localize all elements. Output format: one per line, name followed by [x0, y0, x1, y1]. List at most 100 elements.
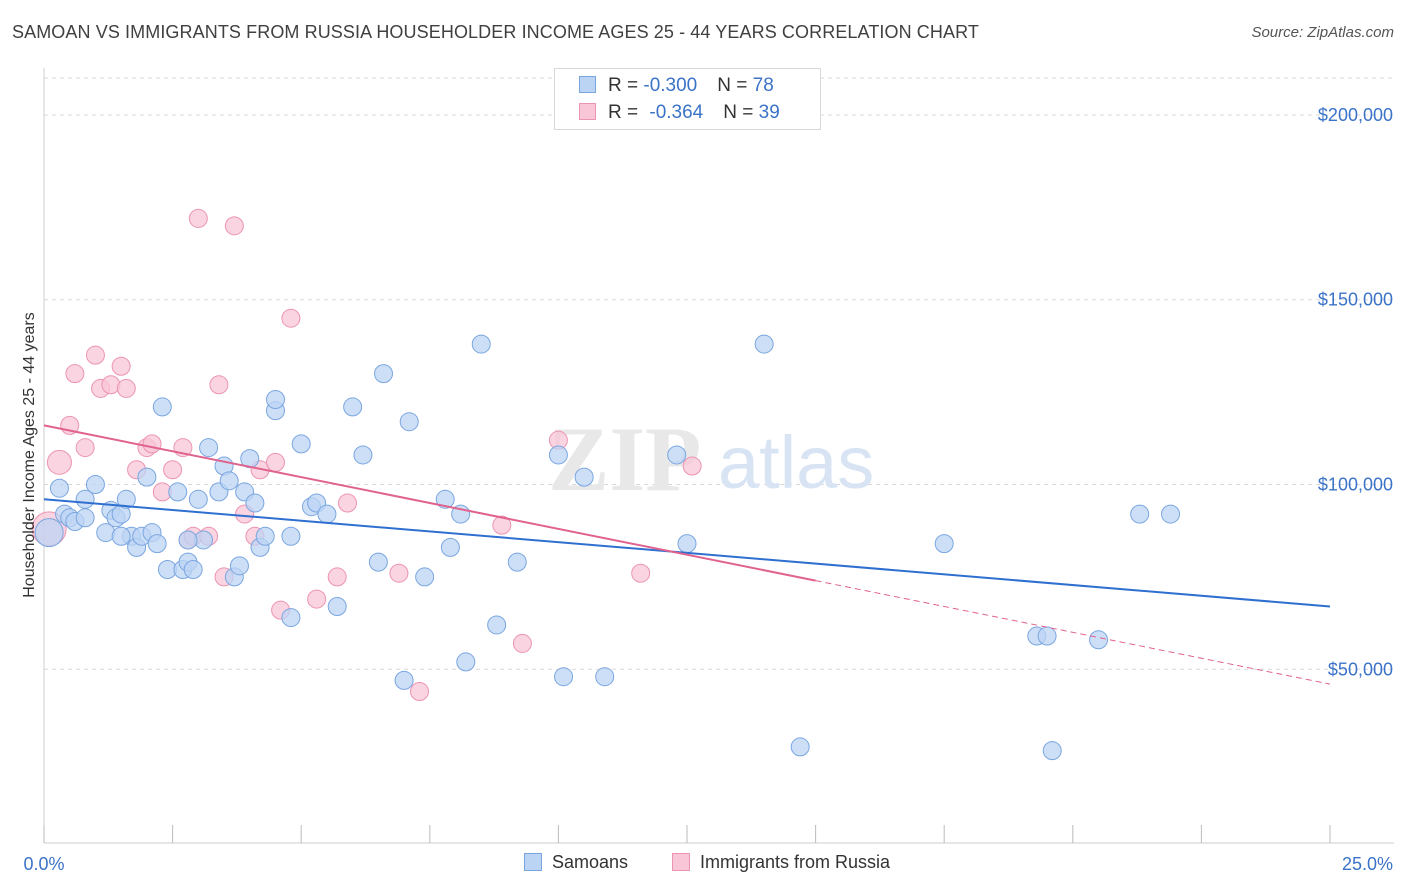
samoan-n-label: N = — [717, 75, 753, 96]
samoan-trend-line — [43, 498, 1331, 608]
y-tick-label: $100,000 — [1318, 475, 1393, 495]
samoan-point — [152, 397, 172, 417]
russia-point — [188, 208, 208, 228]
samoan-point — [49, 478, 69, 498]
samoan-point — [754, 334, 774, 354]
samoan-point — [343, 397, 363, 417]
legend-samoans-label: Samoans — [552, 852, 629, 872]
russia-point — [142, 434, 162, 454]
russia-point — [116, 378, 136, 398]
samoan-point — [1037, 626, 1057, 646]
y-tick-label: $150,000 — [1318, 290, 1393, 310]
samoan-point — [471, 334, 491, 354]
samoan-point — [116, 489, 136, 509]
samoan-point — [1161, 504, 1181, 524]
samoan-point — [245, 493, 265, 513]
samoan-point — [353, 445, 373, 465]
legend-russia-label: Immigrants from Russia — [700, 852, 891, 872]
russia-point — [327, 567, 347, 587]
samoan-point — [1042, 741, 1062, 761]
samoan-r-label: R = — [608, 75, 644, 96]
samoan-point — [137, 467, 157, 487]
samoan-point — [281, 608, 301, 628]
legend-item-russia: Immigrants from Russia — [672, 852, 890, 873]
samoan-point — [199, 438, 219, 458]
legend-item-samoans: Samoans — [524, 852, 628, 873]
chart-title: SAMOAN VS IMMIGRANTS FROM RUSSIA HOUSEHO… — [12, 22, 979, 42]
series-samoan-points — [34, 334, 1181, 761]
samoan-point — [291, 434, 311, 454]
legend-samoans-swatch — [524, 853, 542, 871]
samoan-point — [229, 556, 249, 576]
x-tick-label-end: 25.0% — [1342, 854, 1393, 874]
russia-r-label: R = — [608, 102, 644, 123]
russia-trend-line — [43, 424, 816, 582]
russia-point — [65, 364, 85, 384]
samoan-point — [255, 526, 275, 546]
russia-point — [410, 681, 430, 701]
samoan-point — [374, 364, 394, 384]
samoan-point — [111, 526, 131, 546]
y-tick-label: $50,000 — [1328, 659, 1393, 679]
samoan-point — [265, 390, 285, 410]
samoan-point — [168, 482, 188, 502]
russia-point — [85, 345, 105, 365]
samoan-point — [934, 534, 954, 554]
samoan-point — [281, 526, 301, 546]
samoan-point — [507, 552, 527, 572]
samoan-point — [183, 560, 203, 580]
samoan-r-value: -0.300 — [643, 75, 698, 96]
axes — [43, 68, 1394, 844]
samoan-point — [1089, 630, 1109, 650]
samoan-point — [147, 534, 167, 554]
russia-swatch — [579, 103, 596, 120]
samoan-point — [677, 534, 697, 554]
russia-n-label: N = — [723, 102, 759, 123]
samoan-point — [178, 530, 198, 550]
x-tick-label-start: 0.0% — [23, 854, 64, 874]
samoan-point — [415, 567, 435, 587]
russia-point — [281, 308, 301, 328]
russia-point — [75, 438, 95, 458]
samoan-point — [399, 412, 419, 432]
samoan-point — [487, 615, 507, 635]
samoan-point — [595, 667, 615, 687]
samoan-point — [456, 652, 476, 672]
russia-trend-line-dashed — [815, 580, 1331, 685]
russia-point — [337, 493, 357, 513]
samoan-point — [188, 489, 208, 509]
y-tick-label: $200,000 — [1318, 105, 1393, 125]
grid-lines — [44, 77, 1394, 670]
source-label: Source: ZipAtlas.com — [1251, 24, 1394, 41]
stats-legend: R = -0.300 N = 78 R = -0.364 N = 39 — [554, 68, 821, 130]
samoan-point — [75, 508, 95, 528]
tick-labels: $50,000 $100,000 $150,000 $200,000 0.0% 25.0% — [23, 105, 1393, 874]
y-axis-label: Householder Income Ages 25 - 44 years — [21, 312, 38, 598]
russia-point — [209, 375, 229, 395]
russia-n-value: 39 — [758, 102, 780, 123]
legend-russia-swatch — [672, 853, 690, 871]
stats-legend-row-russia: R = -0.364 N = 39 — [579, 102, 780, 128]
samoan-point — [1130, 504, 1150, 524]
russia-point — [631, 563, 651, 583]
russia-point — [46, 449, 72, 475]
samoan-point — [219, 471, 239, 491]
russia-point — [389, 563, 409, 583]
samoan-point — [394, 670, 414, 690]
russia-point — [265, 452, 285, 472]
watermark-atlas: atlas — [718, 421, 874, 504]
russia-point — [682, 456, 702, 476]
samoan-point — [440, 537, 460, 557]
samoan-point — [554, 667, 574, 687]
russia-point — [224, 216, 244, 236]
samoan-point — [574, 467, 594, 487]
russia-point — [307, 589, 327, 609]
russia-point — [163, 460, 183, 480]
russia-point — [492, 515, 512, 535]
russia-point — [512, 633, 532, 653]
russia-point — [111, 356, 131, 376]
samoan-point — [548, 445, 568, 465]
trend-lines — [43, 424, 1331, 685]
samoan-point — [790, 737, 810, 757]
samoan-point — [85, 475, 105, 495]
